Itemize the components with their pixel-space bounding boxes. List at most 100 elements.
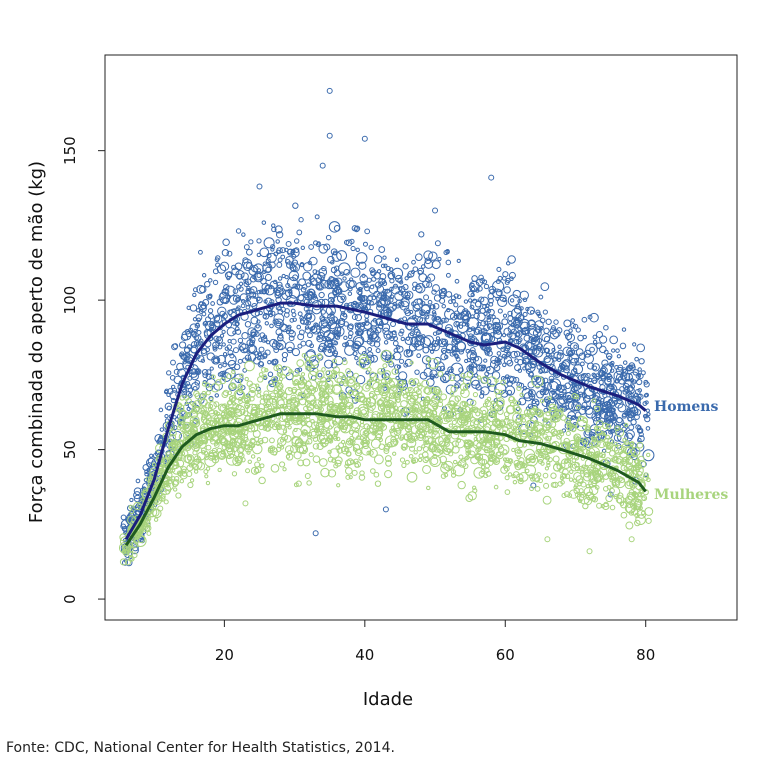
data-point [535,409,544,418]
data-point [504,489,511,495]
data-point [177,368,187,378]
data-point [315,370,325,380]
data-point [259,398,266,405]
data-point [318,291,325,299]
data-point [417,384,423,390]
data-point [219,333,225,338]
data-point [293,247,300,253]
data-point [346,451,352,457]
data-point [543,327,550,335]
data-point [313,421,319,427]
data-point [164,388,169,394]
data-point [398,290,404,296]
data-point [327,449,332,455]
data-point [644,392,649,398]
data-point [284,341,295,352]
data-point [507,472,513,477]
data-point [258,361,264,367]
data-point [409,445,416,452]
data-point [203,469,209,475]
data-point [431,289,437,295]
data-point [568,477,574,482]
data-point [501,353,507,359]
data-point [493,484,499,490]
data-point [285,240,292,247]
data-point [432,302,440,310]
data-point [484,400,492,408]
data-point [272,451,278,456]
data-point [146,531,152,536]
data-point [464,439,474,449]
data-point [403,348,413,358]
data-point [404,336,414,345]
data-point [217,403,226,412]
data-point [331,384,342,396]
data-point [373,290,380,298]
data-point [269,392,277,400]
data-point [500,379,506,386]
data-point [227,309,233,316]
data-point [475,384,482,391]
data-point [536,390,545,399]
data-point [567,411,576,420]
data-point [201,273,207,278]
data-point [411,459,416,465]
data-point [192,401,197,407]
data-point [431,310,437,315]
data-point [262,261,268,267]
data-point [244,404,250,410]
data-point [137,502,142,508]
data-point [435,316,440,321]
data-point [547,395,552,401]
data-point [516,460,525,469]
data-point [327,456,334,463]
data-point [430,386,438,394]
data-point [200,413,212,425]
data-point [486,315,491,320]
data-point [514,417,523,426]
data-point [583,471,590,478]
data-point [258,424,265,431]
data-point [256,289,262,295]
data-point [213,401,220,408]
data-point [424,386,433,395]
data-point [602,502,610,511]
data-point [292,202,299,209]
data-point [279,392,288,400]
data-point [380,291,388,299]
data-point [602,422,609,430]
data-point [432,284,440,293]
data-point [261,282,270,292]
data-point [371,295,377,301]
data-point [305,282,311,288]
data-point [467,298,473,303]
data-point [635,378,643,386]
data-point [347,286,353,292]
data-point [128,504,133,509]
data-point [345,279,355,289]
data-point [184,444,192,451]
data-point [415,283,421,290]
data-point [308,452,314,458]
data-point [490,355,499,364]
data-point [388,377,399,388]
data-point [269,437,275,444]
data-point [635,466,641,472]
data-point [163,499,169,505]
data-point [394,257,400,262]
data-point [220,296,228,304]
data-point [128,555,135,562]
data-point [583,349,592,358]
data-point [573,401,578,406]
data-point [179,341,187,349]
data-point [339,422,351,434]
data-point [219,437,229,446]
data-point [250,438,256,444]
data-point [135,478,141,484]
data-point [408,391,414,397]
data-point [424,314,430,320]
data-point [331,350,339,357]
data-point [480,386,490,396]
data-point [296,324,302,330]
data-point [571,368,578,375]
